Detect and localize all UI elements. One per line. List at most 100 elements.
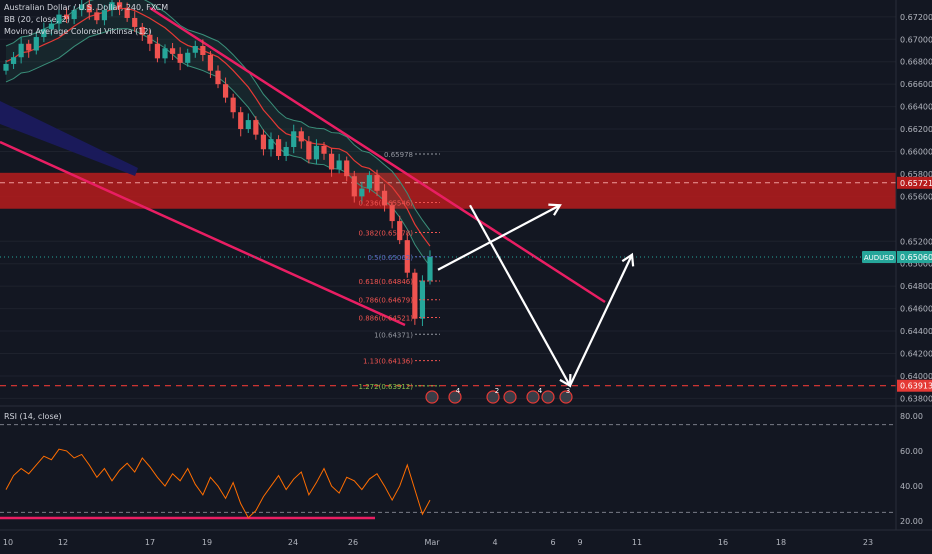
candle-body [177,53,183,63]
time-axis-label: 24 [288,538,298,547]
candle-body [397,221,403,241]
rsi-axis-label: 40.00 [900,482,923,491]
candle-body [298,131,304,142]
candle-body [238,112,244,130]
candle-body [366,175,373,189]
time-axis-label: 4 [492,538,497,547]
candle-body [101,10,108,21]
grid-lines [0,16,896,399]
candle-body [260,134,267,150]
legend-bb: BB (20, close, 2) [4,15,70,24]
arrow-head-down [559,374,572,388]
projection-arrow-segment [469,204,571,387]
fib-level-label: 1(0.64371) [374,331,413,339]
time-axis-label: 10 [3,538,13,547]
price-tag-bg [897,176,932,189]
price-axis-label: 0.66600 [900,80,932,89]
candle-body [427,256,433,281]
price-axis-label: 0.65600 [900,192,932,201]
candle-body [291,131,297,148]
candle-body [124,7,130,18]
price-axis-label: 0.65800 [900,170,932,179]
price-axis-label: 0.64600 [900,305,932,314]
fib-level-label: 1.13(0.64136) [363,358,413,366]
candle-body [26,43,32,51]
candle-body [63,14,70,20]
candle-body [207,54,214,71]
candle-body [116,2,123,8]
arrow-head-up-1 [548,203,562,216]
fib-level-label: 0.382(0.65278) [359,230,414,238]
candle-body [33,37,39,51]
time-axis-label: 12 [58,538,68,547]
fib-level-label: 0.886(0.64521) [359,314,414,322]
price-tag-symbol: AUDUSD [864,254,894,262]
fib-level-label: 0.5(0.65062) [367,254,413,262]
candle-body [71,10,77,20]
event-marker-count: 4 [538,387,543,395]
price-tag-value: 0.65721 [900,179,932,188]
time-axis-label: 18 [776,538,786,547]
arrow-head-up-2 [621,252,635,267]
price-axis-label: 0.64200 [900,350,932,359]
legend-bb-row: BB (20, close, 2) [4,15,70,24]
time-axis-label: Mar [424,538,440,547]
candle-body [139,26,145,35]
candle-body [200,46,206,55]
candle-body [86,4,92,13]
candle-body [359,188,365,197]
bollinger-upper [5,0,431,231]
projection-arrow-layer [437,203,635,388]
time-axis-label: 17 [145,538,155,547]
fib-level-label: 0.236(0.65546) [359,199,414,207]
rsi-axis-label: 60.00 [900,447,923,456]
price-tag-bg [897,250,932,263]
legend-symbol: Australian Dollar / U.S. Dollar, 240, FX… [4,3,169,12]
time-axis-label: 6 [550,538,555,547]
candle-body [275,139,282,156]
candle-body [268,139,274,150]
moving-average-line [5,7,431,247]
candle-body [313,145,320,160]
candle-body [283,147,289,156]
legend-ma: Moving Average Colored Vikinsa (12) [4,27,152,36]
time-axis-label: 11 [632,538,642,547]
price-axis-label: 0.67000 [900,35,932,44]
candle-body [328,153,335,170]
rsi-axis-label: 20.00 [900,517,923,526]
candle-body [192,46,198,53]
price-axis-label: 0.66800 [900,58,932,67]
candle-body [215,70,221,85]
candle-body [253,120,259,135]
price-axis-label: 0.66200 [900,125,932,134]
price-axis-label: 0.66400 [900,103,932,112]
event-marker-icon [526,390,540,404]
candle-body [41,29,47,38]
descending-trendline-upper [149,6,606,304]
price-tag-value: 0.65060 [900,253,932,262]
candle-body [381,190,388,206]
projection-arrow-segment [569,254,633,387]
candle-body [94,12,100,21]
candle-body [185,52,191,63]
event-marker-icon [448,390,462,404]
candle-body [147,34,153,44]
candle-body [230,97,236,113]
candle-body [109,2,115,11]
candle-body [222,84,229,98]
fib-level-label: 1.272(0.63912) [359,383,414,391]
candle-body [336,160,342,170]
event-markers-layer: 4 2 4 3 [425,387,573,404]
candle-body [412,272,418,319]
rsi-line [5,448,431,519]
candle-body [245,120,251,130]
event-marker-count: 3 [566,387,570,395]
candles-layer [3,0,433,327]
fibonacci-layer: 0.65978 0.236(0.65546) 0.382(0.65278) 0.5(0… [359,151,440,391]
price-tag-value: 0.63913 [900,382,932,391]
candle-body [3,63,9,71]
candle-body [351,176,357,197]
